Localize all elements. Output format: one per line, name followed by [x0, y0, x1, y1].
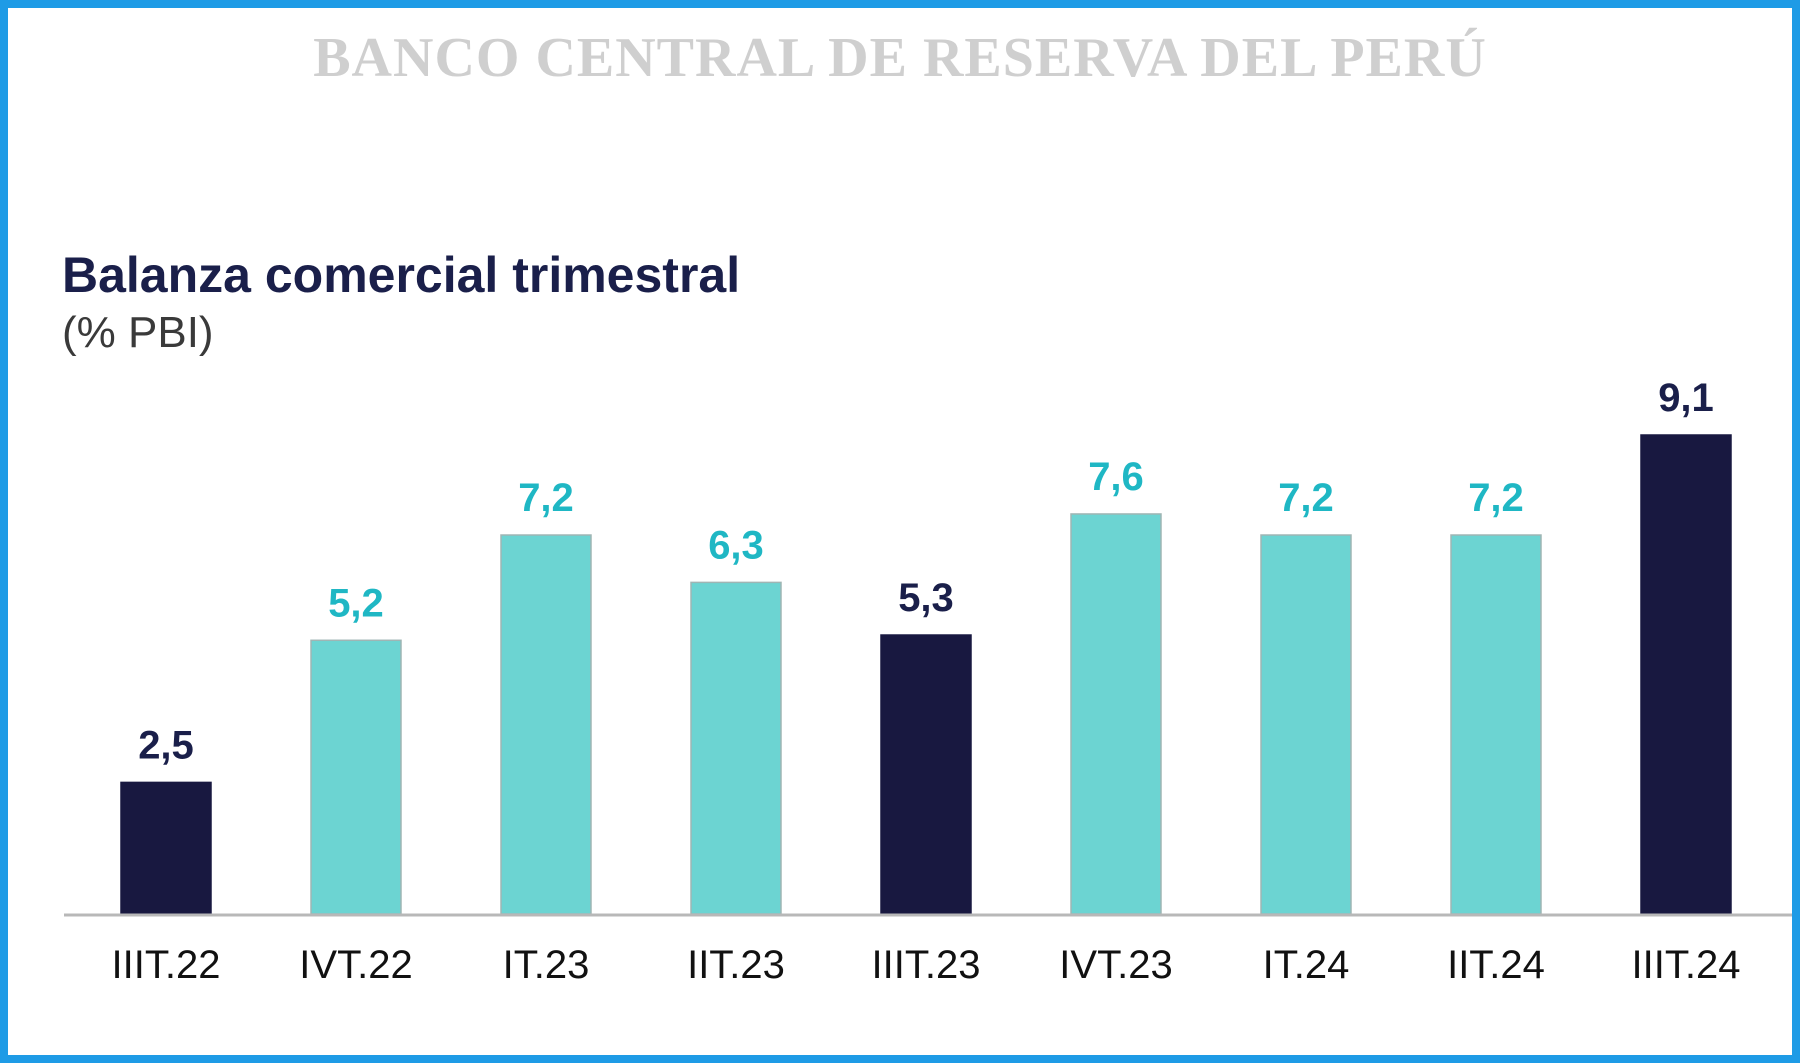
value-label-IIT.23: 6,3 — [708, 523, 764, 567]
bar-IIIT.23 — [880, 634, 972, 915]
bar-chart: 2,5 IIIT.22 5,2 IVT.22 7,2 IT.23 6,3 IIT.23 5,3 I… — [64, 376, 1792, 987]
category-label-IT.24: IT.24 — [1263, 943, 1350, 987]
value-label-IIIT.22: 2,5 — [138, 723, 194, 767]
value-label-IT.24: 7,2 — [1278, 476, 1334, 520]
bar-IT.23 — [500, 534, 592, 915]
category-label-IT.23: IT.23 — [503, 943, 590, 987]
bar-IIIT.24 — [1640, 434, 1732, 915]
category-label-IVT.23: IVT.23 — [1059, 943, 1172, 987]
category-label-IIIT.24: IIIT.24 — [1632, 943, 1741, 987]
bar-IIIT.22 — [120, 781, 212, 915]
bar-IIT.24 — [1450, 534, 1542, 915]
chart-subtitle: (% PBI) — [62, 308, 214, 357]
value-label-IVT.22: 5,2 — [328, 581, 384, 625]
value-label-IIIT.23: 5,3 — [898, 576, 954, 620]
bar-IVT.22 — [310, 639, 402, 915]
bar-IVT.23 — [1070, 513, 1162, 915]
bar-IT.24 — [1260, 534, 1352, 915]
category-label-IIIT.23: IIIT.23 — [872, 943, 981, 987]
category-label-IIT.23: IIT.23 — [687, 943, 785, 987]
category-label-IVT.22: IVT.22 — [299, 943, 412, 987]
category-label-IIIT.22: IIIT.22 — [112, 943, 221, 987]
value-label-IT.23: 7,2 — [518, 476, 574, 520]
bar-IIT.23 — [690, 581, 782, 915]
organization-title: BANCO CENTRAL DE RESERVA DEL PERÚ — [313, 27, 1487, 89]
value-label-IIIT.24: 9,1 — [1658, 376, 1714, 420]
value-label-IVT.23: 7,6 — [1088, 455, 1144, 499]
value-label-IIT.24: 7,2 — [1468, 476, 1524, 520]
category-label-IIT.24: IIT.24 — [1447, 943, 1545, 987]
chart-title: Balanza comercial trimestral — [62, 247, 741, 303]
